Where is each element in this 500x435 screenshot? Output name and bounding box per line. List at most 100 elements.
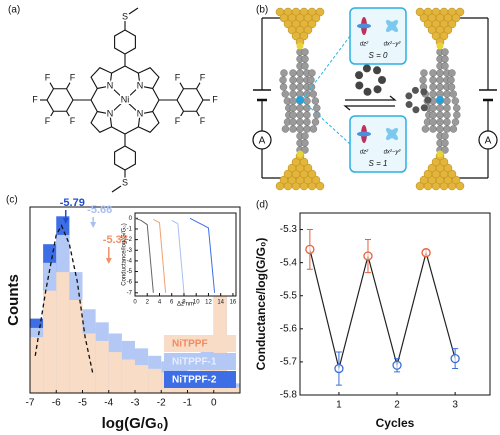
phenyl-ring [114, 29, 136, 55]
ring-atom [412, 106, 420, 114]
y-tick-label: -5.8 [280, 390, 298, 401]
y-axis-label: Counts [5, 274, 22, 326]
gold-atom [439, 157, 449, 167]
legend-label: NiTPPF-2 [172, 375, 217, 386]
y-tick-label: -6 [127, 280, 133, 286]
cycle-line [309, 249, 456, 369]
gold-atom [451, 13, 461, 23]
molecule-atom [311, 97, 320, 105]
bond [152, 99, 160, 112]
molecule-atom [311, 118, 320, 126]
molecule-atom [441, 55, 449, 63]
panel-label: (c) [6, 195, 18, 206]
molecule-atom [441, 146, 449, 154]
data-point [305, 244, 315, 255]
atom-label: F [45, 73, 51, 83]
molecule-atom [303, 97, 311, 105]
molecule-atom [429, 76, 437, 84]
bond [196, 82, 201, 90]
atom-label: F [45, 116, 51, 126]
molecule-atom [313, 111, 321, 119]
x-axis-label: Δz nm [177, 302, 194, 308]
molecule-atom [281, 90, 289, 98]
molecule-atom [443, 118, 451, 126]
data-point [334, 363, 344, 374]
molecule-atom [296, 125, 304, 133]
bond [66, 110, 71, 118]
bond [111, 126, 126, 135]
x-tick-label: -6 [52, 398, 61, 409]
molecule-atom [308, 69, 316, 77]
molecule-atom [289, 97, 297, 105]
molecule-atom [296, 69, 304, 77]
molecule-atom [420, 69, 428, 77]
bond [109, 99, 126, 115]
ring-atom [424, 96, 432, 104]
nickel-atom [296, 96, 304, 104]
bond [109, 85, 126, 101]
bond [49, 82, 54, 90]
molecule-atom [301, 62, 309, 70]
molecule-atom [313, 104, 321, 112]
trace [189, 217, 216, 293]
x-tick-label: 12 [205, 300, 212, 306]
gold-atom [315, 181, 325, 191]
legend-label: NiTPPF-1 [172, 357, 217, 368]
x-tick-label: -1 [183, 398, 192, 409]
molecule-atom [301, 146, 309, 154]
molecule-atom [429, 111, 437, 119]
spin-label: S = 1 [369, 159, 388, 168]
sulfur-atom [436, 42, 444, 50]
molecule-atom [429, 83, 437, 91]
gold-atom [307, 19, 317, 29]
equilibrium-arrow [343, 105, 395, 111]
gold-atom [315, 7, 325, 17]
molecule-atom [289, 125, 297, 133]
molecule-atom [449, 125, 458, 133]
molecule-atom [289, 76, 297, 84]
molecule-atom [289, 83, 297, 91]
pyrrole-ring [137, 110, 160, 133]
molecule-atom [296, 111, 304, 119]
bond [124, 85, 141, 101]
y-axis-label: Conductance/log(G/G₀) [254, 238, 268, 371]
molecule-atom [279, 83, 288, 91]
molecule-atom [279, 76, 287, 84]
molecule-atom [441, 62, 449, 70]
ammeter [252, 130, 272, 150]
molecule-atom [436, 111, 444, 119]
peak-label: -5.79 [60, 197, 85, 209]
molecule-atom [303, 125, 311, 133]
y-axis-label: Conductance/log(G/G₀) [122, 223, 128, 286]
molecule-atom [289, 90, 297, 98]
gold-atom [455, 7, 465, 17]
molecule-atom [289, 104, 297, 112]
atom-label: F [200, 116, 206, 126]
x-tick-label: -4 [104, 398, 113, 409]
x-axis-label: Cycles [376, 416, 415, 430]
ring-atom [355, 71, 364, 80]
histogram-bar [226, 387, 240, 393]
molecule-atom [429, 118, 437, 126]
orbital-label: dz² [360, 42, 369, 48]
x-tick-label: 2 [394, 400, 400, 411]
bond [111, 185, 122, 193]
gold-atom [443, 25, 453, 35]
atom-label: S [122, 11, 128, 21]
sulfur-atom [436, 150, 444, 158]
histogram-bar [135, 365, 149, 393]
histogram-bar [95, 340, 109, 393]
molecule-atom [429, 125, 437, 133]
peak-label: -5.37 [103, 234, 128, 246]
y-tick-label: -4 [127, 258, 133, 264]
molecule-atom [441, 132, 449, 140]
orbital [357, 131, 371, 137]
molecule-atom [296, 104, 304, 112]
molecule-atom [443, 104, 451, 112]
bond [124, 65, 139, 74]
molecule-atom [419, 76, 427, 84]
ring-atom [420, 104, 428, 112]
molecule-atom [303, 104, 311, 112]
x-tick-label: 1 [336, 400, 342, 411]
